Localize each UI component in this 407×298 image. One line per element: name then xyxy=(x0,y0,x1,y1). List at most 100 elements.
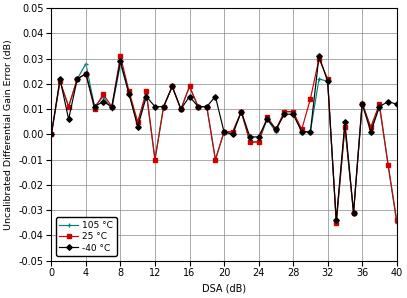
105 °C xyxy=(394,221,399,225)
-40 °C xyxy=(135,125,140,129)
-40 °C xyxy=(308,130,313,134)
25 °C xyxy=(308,97,313,101)
25 °C xyxy=(351,211,356,215)
25 °C xyxy=(57,80,62,83)
105 °C xyxy=(325,80,330,83)
105 °C xyxy=(265,117,270,121)
25 °C xyxy=(66,105,71,108)
105 °C xyxy=(161,105,166,108)
25 °C xyxy=(334,221,339,225)
25 °C xyxy=(386,163,391,167)
25 °C xyxy=(394,218,399,222)
105 °C xyxy=(247,140,252,144)
105 °C xyxy=(127,92,131,96)
105 °C xyxy=(291,110,295,114)
25 °C xyxy=(161,105,166,108)
-40 °C xyxy=(221,130,226,134)
105 °C xyxy=(308,130,313,134)
25 °C xyxy=(230,130,235,134)
105 °C xyxy=(256,140,261,144)
105 °C xyxy=(66,105,71,108)
105 °C xyxy=(135,122,140,126)
105 °C xyxy=(351,211,356,215)
105 °C xyxy=(49,133,54,136)
Line: 25 °C: 25 °C xyxy=(49,54,398,225)
105 °C xyxy=(386,163,391,167)
-40 °C xyxy=(299,130,304,134)
-40 °C xyxy=(282,112,287,116)
105 °C xyxy=(187,85,192,88)
105 °C xyxy=(57,80,62,83)
25 °C xyxy=(360,102,365,106)
25 °C xyxy=(153,158,158,162)
25 °C xyxy=(109,105,114,108)
-40 °C xyxy=(230,133,235,136)
25 °C xyxy=(274,128,278,131)
-40 °C xyxy=(75,77,80,81)
25 °C xyxy=(75,77,80,81)
25 °C xyxy=(291,110,295,114)
105 °C xyxy=(377,105,382,108)
-40 °C xyxy=(325,80,330,83)
25 °C xyxy=(256,140,261,144)
-40 °C xyxy=(170,85,175,88)
105 °C xyxy=(368,128,373,131)
25 °C xyxy=(144,90,149,93)
105 °C xyxy=(360,100,365,103)
105 °C xyxy=(196,105,201,108)
-40 °C xyxy=(118,59,123,63)
25 °C xyxy=(377,102,382,106)
25 °C xyxy=(204,105,209,108)
-40 °C xyxy=(394,102,399,106)
-40 °C xyxy=(83,72,88,76)
25 °C xyxy=(135,120,140,124)
25 °C xyxy=(299,128,304,131)
X-axis label: DSA (dB): DSA (dB) xyxy=(202,284,246,294)
-40 °C xyxy=(239,110,244,114)
25 °C xyxy=(265,115,270,119)
105 °C xyxy=(109,107,114,111)
105 °C xyxy=(170,85,175,88)
-40 °C xyxy=(101,100,105,103)
25 °C xyxy=(92,107,97,111)
-40 °C xyxy=(127,92,131,96)
-40 °C xyxy=(49,133,54,136)
105 °C xyxy=(230,130,235,134)
25 °C xyxy=(221,130,226,134)
105 °C xyxy=(101,95,105,98)
-40 °C xyxy=(187,95,192,98)
-40 °C xyxy=(256,135,261,139)
105 °C xyxy=(83,62,88,66)
-40 °C xyxy=(334,218,339,222)
105 °C xyxy=(118,62,123,66)
Y-axis label: Uncalibrated Differential Gain Error (dB): Uncalibrated Differential Gain Error (dB… xyxy=(4,39,13,230)
25 °C xyxy=(170,85,175,88)
25 °C xyxy=(342,125,347,129)
25 °C xyxy=(196,105,201,108)
-40 °C xyxy=(196,105,201,108)
-40 °C xyxy=(360,102,365,106)
-40 °C xyxy=(109,105,114,108)
-40 °C xyxy=(66,117,71,121)
25 °C xyxy=(368,125,373,129)
25 °C xyxy=(317,57,322,60)
105 °C xyxy=(221,130,226,134)
25 °C xyxy=(178,107,183,111)
-40 °C xyxy=(265,117,270,121)
105 °C xyxy=(92,105,97,108)
-40 °C xyxy=(386,100,391,103)
105 °C xyxy=(282,110,287,114)
Line: -40 °C: -40 °C xyxy=(49,54,398,222)
105 °C xyxy=(75,77,80,81)
-40 °C xyxy=(213,95,218,98)
Legend: 105 °C, 25 °C, -40 °C: 105 °C, 25 °C, -40 °C xyxy=(56,217,116,256)
-40 °C xyxy=(291,112,295,116)
105 °C xyxy=(334,221,339,225)
25 °C xyxy=(83,72,88,76)
105 °C xyxy=(317,77,322,81)
105 °C xyxy=(153,158,158,162)
-40 °C xyxy=(161,105,166,108)
105 °C xyxy=(204,105,209,108)
25 °C xyxy=(118,54,123,58)
-40 °C xyxy=(342,120,347,124)
